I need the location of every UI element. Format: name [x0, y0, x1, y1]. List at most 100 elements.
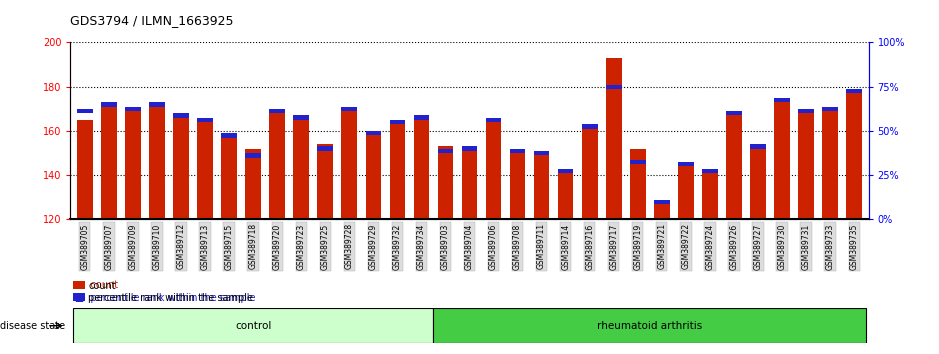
- Bar: [823, 107, 838, 219]
- Bar: [173, 113, 189, 118]
- Bar: [342, 107, 357, 219]
- Text: GSM389721: GSM389721: [657, 223, 667, 269]
- Text: GSM389704: GSM389704: [465, 223, 474, 270]
- Text: GSM389730: GSM389730: [777, 223, 787, 270]
- Bar: [775, 98, 790, 219]
- Bar: [390, 120, 406, 124]
- Text: GSM389703: GSM389703: [441, 223, 450, 270]
- Bar: [485, 118, 501, 219]
- Bar: [678, 162, 694, 166]
- Text: GSM389717: GSM389717: [609, 223, 618, 269]
- Bar: [413, 115, 429, 120]
- Text: GSM389714: GSM389714: [562, 223, 570, 269]
- Text: GSM389705: GSM389705: [81, 223, 89, 270]
- Text: GSM389722: GSM389722: [682, 223, 690, 269]
- Bar: [823, 107, 838, 111]
- Bar: [702, 169, 717, 173]
- Text: GSM389731: GSM389731: [802, 223, 810, 269]
- Text: GSM389733: GSM389733: [825, 223, 835, 270]
- Text: GSM389735: GSM389735: [850, 223, 858, 270]
- Text: count: count: [88, 281, 115, 291]
- Text: GSM389711: GSM389711: [537, 223, 546, 269]
- Bar: [438, 147, 454, 219]
- Bar: [73, 308, 434, 343]
- Bar: [726, 111, 742, 115]
- Bar: [245, 149, 261, 219]
- Bar: [558, 169, 574, 219]
- Bar: [269, 109, 285, 219]
- Bar: [582, 124, 597, 219]
- Bar: [533, 151, 549, 219]
- Bar: [630, 160, 646, 164]
- Text: GSM389709: GSM389709: [129, 223, 137, 270]
- Text: GSM389706: GSM389706: [489, 223, 498, 270]
- Bar: [245, 153, 261, 158]
- Bar: [846, 89, 862, 219]
- Bar: [654, 200, 670, 204]
- Bar: [317, 144, 333, 219]
- Bar: [558, 169, 574, 173]
- Bar: [222, 133, 237, 138]
- Bar: [125, 107, 141, 111]
- Text: GSM389724: GSM389724: [705, 223, 715, 269]
- Text: GSM389720: GSM389720: [272, 223, 282, 269]
- Text: GSM389715: GSM389715: [224, 223, 234, 269]
- Text: GSM389710: GSM389710: [152, 223, 162, 269]
- Bar: [434, 308, 866, 343]
- Bar: [775, 98, 790, 102]
- Bar: [630, 149, 646, 219]
- Bar: [485, 118, 501, 122]
- Text: GSM389727: GSM389727: [753, 223, 762, 269]
- Bar: [413, 115, 429, 219]
- Bar: [149, 102, 164, 107]
- Bar: [533, 151, 549, 155]
- Text: GSM389708: GSM389708: [513, 223, 522, 269]
- Bar: [222, 133, 237, 219]
- Bar: [654, 202, 670, 219]
- Bar: [510, 151, 526, 219]
- Text: GSM389732: GSM389732: [393, 223, 402, 269]
- Bar: [293, 115, 309, 120]
- Bar: [726, 111, 742, 219]
- Text: GSM389723: GSM389723: [297, 223, 306, 269]
- Text: GSM389716: GSM389716: [585, 223, 594, 269]
- Bar: [606, 58, 622, 219]
- Bar: [149, 102, 164, 219]
- Bar: [510, 149, 526, 153]
- Bar: [101, 102, 116, 107]
- Bar: [77, 109, 93, 113]
- Text: GSM389729: GSM389729: [369, 223, 377, 269]
- Text: GSM389719: GSM389719: [633, 223, 642, 269]
- Text: GSM389707: GSM389707: [104, 223, 114, 270]
- Text: GDS3794 / ILMN_1663925: GDS3794 / ILMN_1663925: [70, 14, 234, 27]
- Text: GSM389726: GSM389726: [730, 223, 738, 269]
- Bar: [317, 147, 333, 151]
- Bar: [73, 293, 85, 301]
- Bar: [846, 89, 862, 93]
- Bar: [293, 115, 309, 219]
- Bar: [125, 109, 141, 219]
- Bar: [582, 124, 597, 129]
- Bar: [390, 120, 406, 219]
- Text: disease state: disease state: [0, 321, 65, 331]
- Text: rheumatoid arthritis: rheumatoid arthritis: [597, 321, 702, 331]
- Text: GSM389712: GSM389712: [177, 223, 186, 269]
- Text: GSM389734: GSM389734: [417, 223, 426, 270]
- Bar: [73, 281, 85, 289]
- Text: GSM389713: GSM389713: [201, 223, 209, 269]
- Bar: [702, 169, 717, 219]
- Bar: [269, 109, 285, 113]
- Text: GSM389718: GSM389718: [249, 223, 257, 269]
- Bar: [750, 144, 766, 149]
- Text: GSM389725: GSM389725: [321, 223, 330, 269]
- Bar: [462, 147, 477, 151]
- Text: ■  count: ■ count: [75, 280, 118, 290]
- Bar: [101, 104, 116, 219]
- Bar: [678, 162, 694, 219]
- Bar: [173, 115, 189, 219]
- Text: percentile rank within the sample: percentile rank within the sample: [88, 293, 254, 303]
- Bar: [798, 109, 814, 219]
- Bar: [365, 131, 381, 219]
- Bar: [750, 144, 766, 219]
- Text: control: control: [235, 321, 271, 331]
